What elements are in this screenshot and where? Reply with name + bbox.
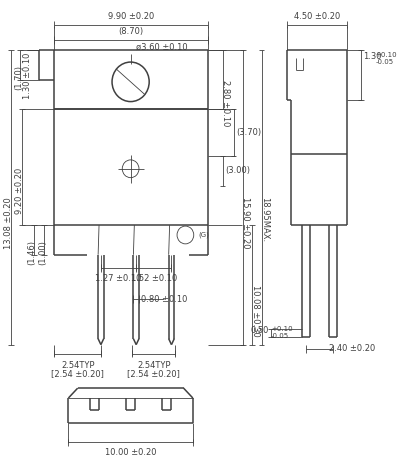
Text: 4.50 ±0.20: 4.50 ±0.20 [294, 12, 340, 21]
Text: (3.70): (3.70) [236, 128, 262, 137]
Text: -0.05: -0.05 [376, 59, 394, 65]
Text: 0.50: 0.50 [250, 326, 269, 336]
Text: 18.95MAX.: 18.95MAX. [260, 198, 269, 243]
Text: 2.40 ±0.20: 2.40 ±0.20 [329, 344, 375, 353]
Text: (G): (G) [198, 232, 209, 238]
Text: [2.54 ±0.20]: [2.54 ±0.20] [51, 370, 104, 378]
Text: 15.90 ±0.20: 15.90 ±0.20 [241, 198, 250, 249]
Text: (8.70): (8.70) [118, 27, 144, 36]
Text: ø3.60 ±0.10: ø3.60 ±0.10 [136, 43, 188, 52]
Text: 9.90 ±0.20: 9.90 ±0.20 [108, 12, 154, 21]
Text: 1.30: 1.30 [363, 52, 381, 61]
Text: 13.08 ±0.20: 13.08 ±0.20 [4, 198, 12, 249]
Text: 1.52 ±0.10: 1.52 ±0.10 [131, 274, 177, 282]
Text: 10.08 ±0.30: 10.08 ±0.30 [250, 285, 260, 336]
Text: (1.70): (1.70) [14, 65, 23, 90]
Text: 0.80 ±0.10: 0.80 ±0.10 [141, 295, 187, 304]
Text: 1.27 ±0.10: 1.27 ±0.10 [95, 274, 142, 282]
Text: (1.46): (1.46) [28, 240, 37, 265]
Text: 2.80 ±0.10: 2.80 ±0.10 [221, 80, 230, 126]
Text: 1.30 ±0.10: 1.30 ±0.10 [23, 52, 32, 98]
Text: +0.10: +0.10 [271, 326, 292, 332]
Text: +0.10: +0.10 [376, 52, 397, 58]
Text: 9.20 ±0.20: 9.20 ±0.20 [15, 167, 24, 213]
Text: -0.05: -0.05 [271, 333, 289, 339]
Text: [2.54 ±0.20]: [2.54 ±0.20] [127, 370, 180, 378]
Text: (3.00): (3.00) [225, 166, 250, 175]
Text: 10.00 ±0.20: 10.00 ±0.20 [105, 448, 156, 458]
Text: 2.54TYP: 2.54TYP [137, 362, 170, 370]
Text: 2.54TYP: 2.54TYP [61, 362, 94, 370]
Text: (1.00): (1.00) [38, 240, 47, 265]
